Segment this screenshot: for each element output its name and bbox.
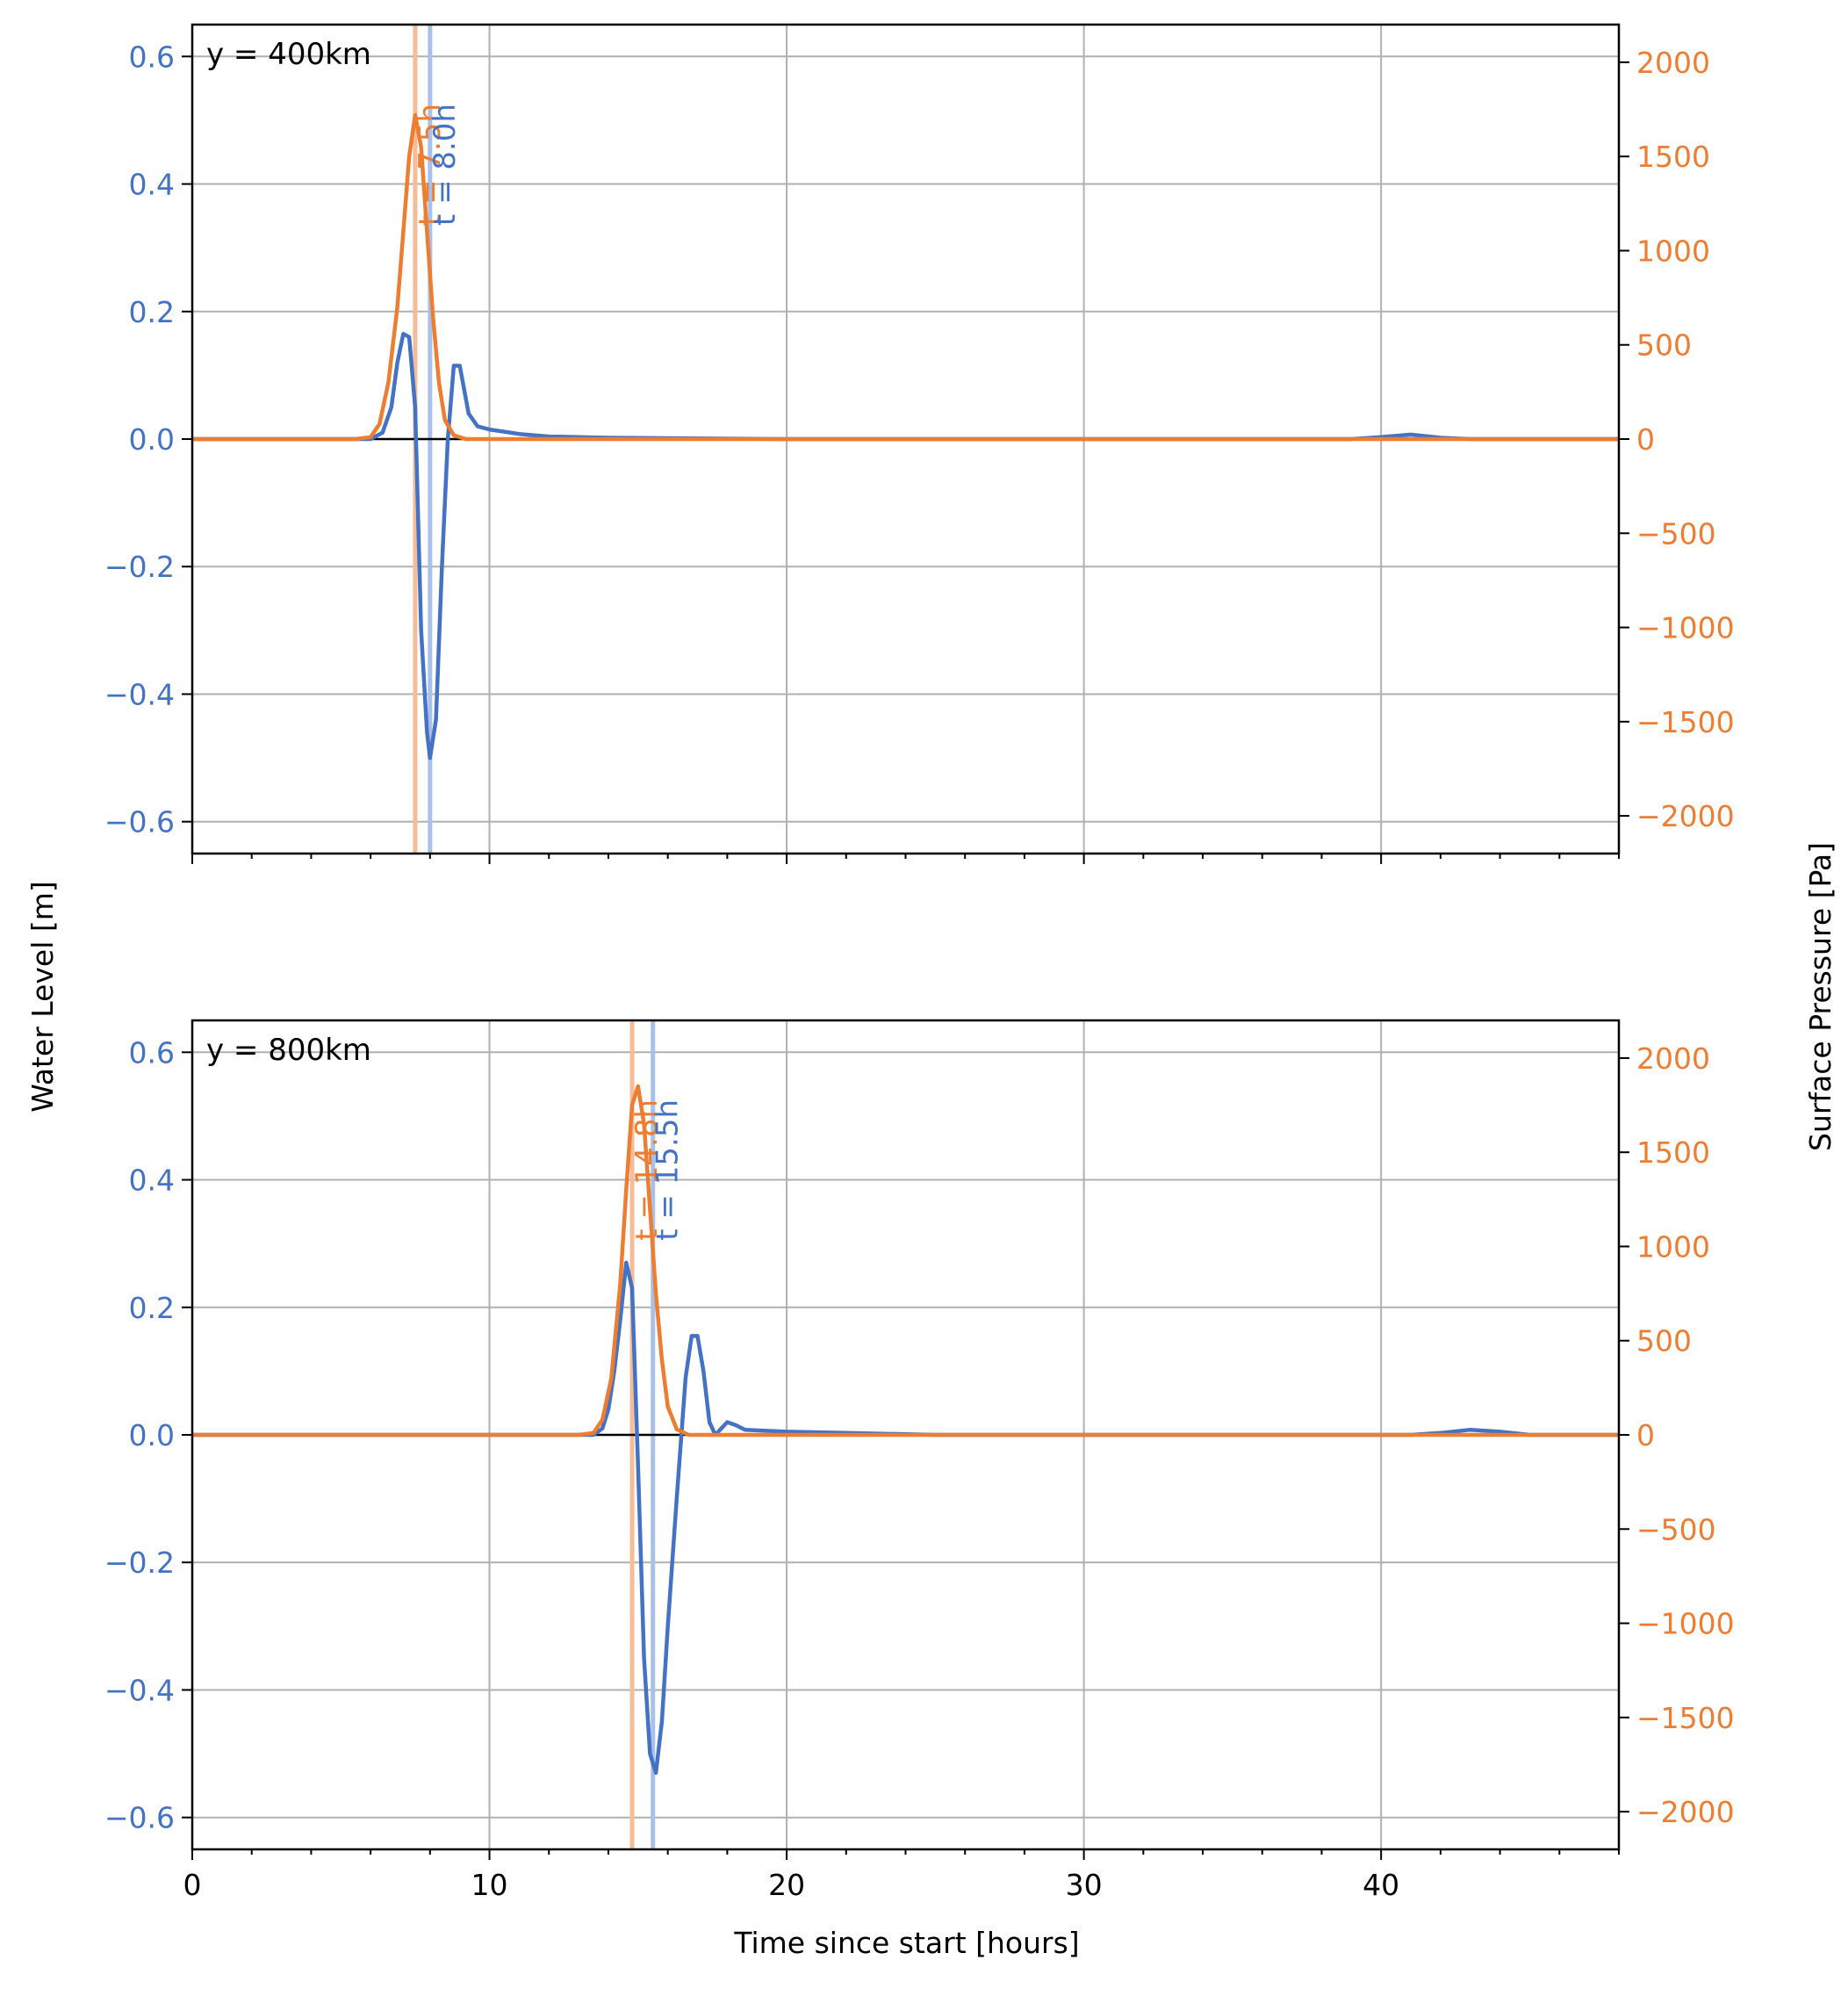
y-left-tick-label: 0.6 <box>129 1035 175 1070</box>
panel-label: y = 400km <box>206 37 371 72</box>
water-level-line <box>192 1260 1619 1776</box>
y-left-tick-label: 0.4 <box>129 1164 175 1198</box>
vline-label: t = 15.5h <box>651 1099 686 1241</box>
x-tick-label: 40 <box>1363 1868 1399 1902</box>
y-right-tick-label: 2000 <box>1636 1041 1710 1076</box>
y-left-tick-label: −0.6 <box>104 1801 175 1835</box>
y-right-tick-label: −1000 <box>1636 1607 1735 1641</box>
y-right-tick-label: 2000 <box>1636 46 1710 80</box>
y-left-tick-label: −0.4 <box>104 1673 175 1707</box>
y-right-tick-label: −500 <box>1636 516 1716 551</box>
y-right-tick-label: 1000 <box>1636 234 1710 268</box>
y-left-tick-label: −0.2 <box>104 550 175 584</box>
y-left-tick-label: 0.0 <box>129 422 175 457</box>
x-tick-label: 30 <box>1066 1868 1103 1902</box>
panel-top: t = 7.5ht = 8.0h −0.6 −0.4 −0.2 0.0 0.2 0.4 0.6… <box>104 23 1735 864</box>
y-right-tick-label: −2000 <box>1636 1795 1735 1829</box>
y-right-tick-label: 1500 <box>1636 1135 1710 1170</box>
y-right-tick-label: −500 <box>1636 1512 1716 1546</box>
vline-label: t = 8.0h <box>428 104 463 226</box>
y-right-tick-label: −2000 <box>1636 799 1735 833</box>
x-axis-label: Time since start [hours] <box>733 1926 1079 1960</box>
y-left-tick-label: −0.2 <box>104 1546 175 1580</box>
surface-pressure-line <box>192 1084 1619 1438</box>
y-left-tick-label: −0.6 <box>104 805 175 839</box>
vline-label: t = 14.8h <box>629 1099 665 1241</box>
panel-label: y = 800km <box>206 1033 371 1068</box>
y-right-tick-label: −1500 <box>1636 705 1735 739</box>
y-left-tick-label: 0.2 <box>129 1291 175 1325</box>
y-right-tick-label: 1000 <box>1636 1229 1710 1264</box>
panel-bottom: t = 14.8ht = 15.5h 0 10 20 30 40 −0.6 −0.4 −0.2 0… <box>104 1019 1735 1902</box>
y-left-tick-label: 0.0 <box>129 1418 175 1452</box>
y-right-tick-label: 0 <box>1636 1418 1655 1452</box>
x-tick-label: 20 <box>768 1868 805 1902</box>
y-axis-label-left: Water Level [m] <box>25 881 60 1113</box>
y-right-tick-label: −1000 <box>1636 611 1735 645</box>
vline-label: t = 7.5h <box>413 104 448 226</box>
y-axis-label-right: Surface Pressure [Pa] <box>1803 842 1837 1151</box>
y-right-tick-label: 500 <box>1636 328 1692 363</box>
y-left-tick-label: 0.6 <box>129 40 175 74</box>
x-tick-label: 10 <box>471 1868 508 1902</box>
y-left-tick-label: 0.4 <box>129 168 175 202</box>
y-left-tick-label: −0.4 <box>104 677 175 711</box>
y-right-tick-label: 500 <box>1636 1324 1692 1358</box>
surface-pressure-line <box>192 112 1619 442</box>
y-right-tick-label: 1500 <box>1636 140 1710 174</box>
y-right-tick-label: 0 <box>1636 422 1655 457</box>
y-left-tick-label: 0.2 <box>129 295 175 329</box>
x-tick-label: 0 <box>183 1868 202 1902</box>
y-right-tick-label: −1500 <box>1636 1701 1735 1735</box>
